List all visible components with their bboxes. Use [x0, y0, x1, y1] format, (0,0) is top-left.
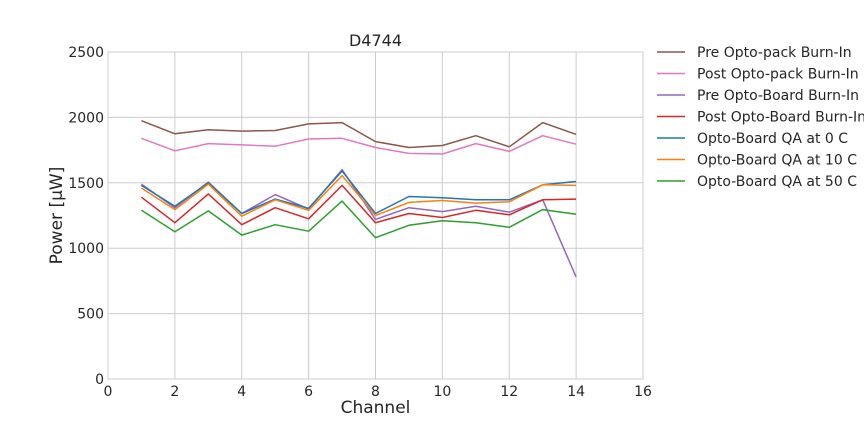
x-tick-label: 2: [170, 384, 179, 400]
legend-item: Opto-Board QA at 0 C: [657, 131, 848, 147]
x-tick-label: 14: [567, 384, 585, 400]
x-tick-label: 8: [371, 384, 380, 400]
y-tick-label: 1500: [68, 176, 104, 192]
legend-label: Opto-Board QA at 50 C: [697, 174, 857, 190]
legend-item: Opto-Board QA at 10 C: [657, 153, 857, 169]
x-tick-label: 4: [237, 384, 246, 400]
y-axis-label: Power [μW]: [47, 167, 67, 265]
chart-title: D4744: [349, 31, 402, 50]
x-tick-label: 0: [104, 384, 113, 400]
x-tick-label: 16: [634, 384, 652, 400]
series-line-7: [140, 200, 577, 239]
legend-item: Opto-Board QA at 50 C: [657, 174, 857, 190]
series-line-2: [141, 134, 577, 155]
legend-label: Post Opto-pack Burn-In: [697, 67, 859, 83]
x-axis-label: Channel: [341, 398, 411, 418]
legend-label: Opto-Board QA at 10 C: [697, 153, 857, 169]
x-tick-label: 12: [500, 384, 518, 400]
y-tick-label: 0: [95, 372, 104, 388]
y-tick-label: 2000: [68, 110, 104, 126]
legend-label: Opto-Board QA at 0 C: [697, 131, 848, 147]
legend-item: Post Opto-pack Burn-In: [657, 67, 859, 83]
series-line-6: [140, 174, 577, 217]
series-lines: [140, 120, 577, 278]
legend-item: Pre Opto-Board Burn-In: [657, 88, 859, 104]
legend-item: Pre Opto-pack Burn-In: [657, 45, 852, 61]
y-tick-label: 1000: [68, 241, 104, 257]
x-tick-label: 10: [433, 384, 451, 400]
legend: Pre Opto-pack Burn-In Post Opto-pack Burn…: [657, 45, 864, 190]
series-line-5: [141, 170, 577, 215]
legend-label: Post Opto-Board Burn-In: [697, 110, 864, 126]
series-line-1: [141, 120, 577, 149]
series-line-4: [140, 184, 577, 226]
y-tick-label: 2500: [68, 45, 104, 61]
plot-frame: [107, 51, 644, 380]
legend-item: Post Opto-Board Burn-In: [657, 110, 864, 126]
y-tick-label: 500: [77, 307, 104, 323]
legend-label: Pre Opto-pack Burn-In: [697, 45, 852, 61]
tick-labels: 0 2 4 6 8 10 12 14 16 0 500 1000 1500 2000 2500: [68, 45, 652, 400]
legend-label: Pre Opto-Board Burn-In: [697, 88, 859, 104]
x-tick-label: 6: [304, 384, 313, 400]
